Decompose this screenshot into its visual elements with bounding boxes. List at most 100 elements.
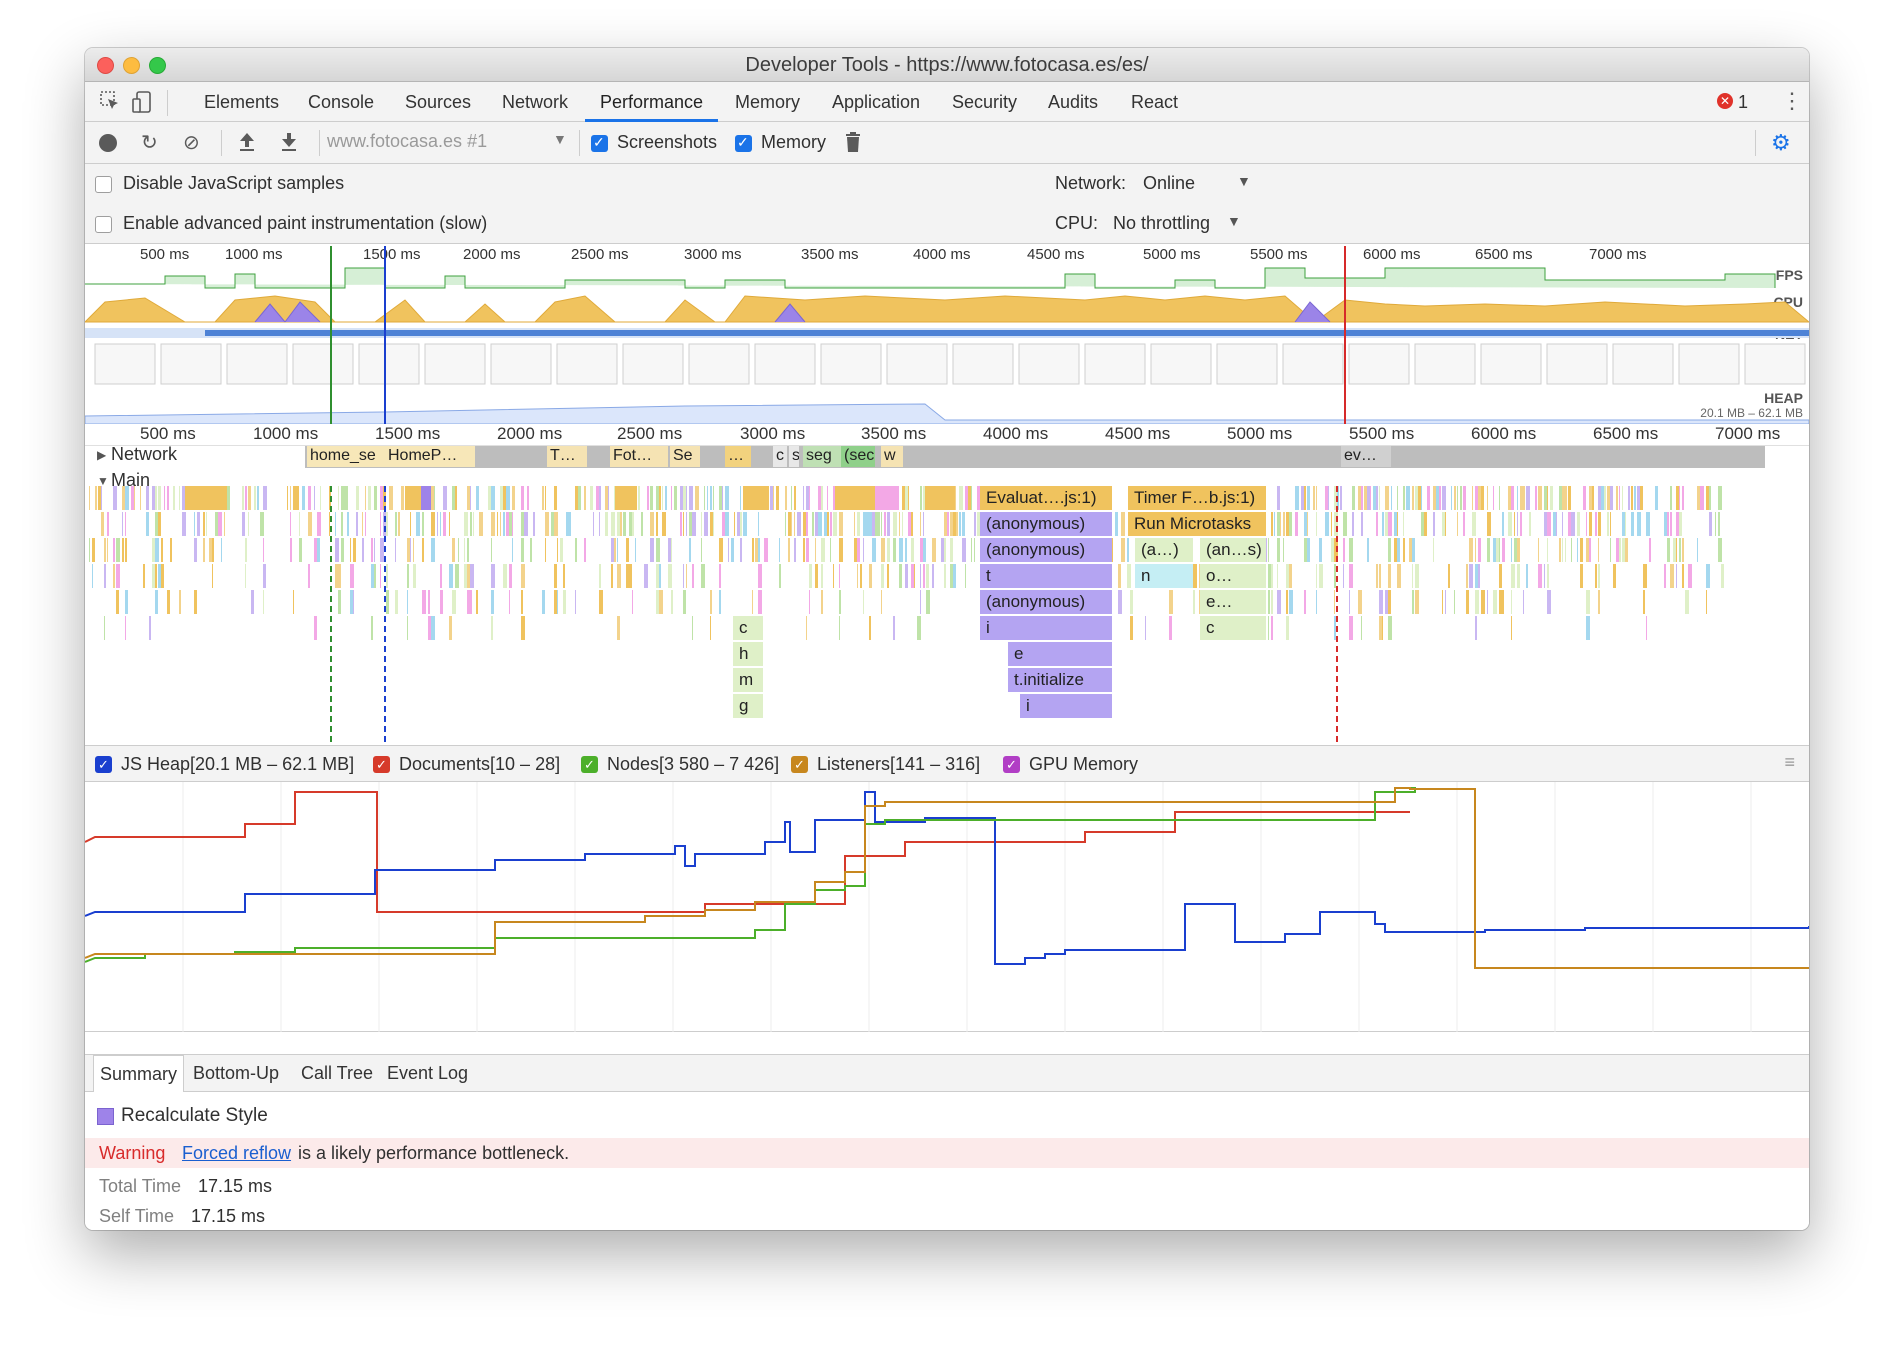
overview-tick-label: 7000 ms	[1589, 246, 1647, 263]
flame-chart-entry[interactable]: t	[980, 564, 1112, 588]
inspect-element-icon[interactable]	[99, 90, 121, 118]
flame-chart-entry[interactable]: (a…)	[1135, 538, 1193, 562]
flame-chart-entry[interactable]: e…	[1200, 590, 1266, 614]
close-window-button[interactable]	[97, 57, 114, 74]
flame-chart-entry[interactable]: t.initialize	[1008, 668, 1112, 692]
flame-chart-entry[interactable]: i	[980, 616, 1112, 640]
tab-performance[interactable]: Performance	[585, 82, 719, 122]
collect-garbage-icon[interactable]	[845, 131, 861, 159]
more-options-icon[interactable]: ⋮	[1781, 88, 1803, 113]
profile-select[interactable]: www.fotocasa.es #1	[327, 131, 488, 151]
overview-tick-label: 2000 ms	[463, 246, 521, 263]
warning-label: Warning	[99, 1143, 166, 1163]
tab-sources[interactable]: Sources	[405, 92, 472, 112]
cpu-throttling-label: CPU:	[1055, 213, 1099, 233]
main-track-label[interactable]: Main	[111, 470, 151, 490]
network-request-item[interactable]: c	[773, 446, 787, 467]
network-request-item[interactable]: ev…	[1341, 446, 1391, 467]
memory-counter-label: Listeners[141 – 316]	[817, 754, 981, 774]
network-throttling-select[interactable]: Online	[1143, 173, 1196, 193]
memory-counters-legend: ✓ JS Heap[20.1 MB – 62.1 MB] ✓ Documents[10…	[85, 746, 1809, 782]
ruler-tick-label: 6500 ms	[1593, 424, 1659, 443]
flame-chart-entry[interactable]: m	[733, 668, 763, 692]
flame-chart-entry[interactable]: Run Microtasks	[1128, 512, 1266, 536]
memory-counter-checkbox[interactable]: ✓	[791, 756, 808, 773]
separator	[221, 130, 222, 156]
flame-chart-entry[interactable]: n	[1135, 564, 1193, 588]
cpu-dropdown-icon[interactable]: ▼	[1227, 213, 1241, 229]
clear-icon[interactable]: ⊘	[183, 132, 200, 154]
flame-chart[interactable]: ▶ Network home_seHomeP…T…Fot…Se…csseg(se…	[85, 446, 1809, 746]
tab-audits[interactable]: Audits	[1048, 92, 1099, 112]
network-request-item[interactable]: Fot…	[610, 446, 668, 467]
error-icon[interactable]: ✕	[1717, 93, 1733, 109]
forced-reflow-link[interactable]: Forced reflow	[182, 1143, 292, 1163]
resize-handle-icon[interactable]: ≡	[1784, 752, 1795, 772]
advanced-paint-checkbox[interactable]	[95, 216, 112, 233]
network-request-item[interactable]: s	[789, 446, 799, 467]
memory-counter-checkbox[interactable]: ✓	[581, 756, 598, 773]
load-profile-icon[interactable]	[238, 131, 256, 159]
memory-counter-checkbox[interactable]: ✓	[1003, 756, 1020, 773]
flame-chart-entry[interactable]: (anonymous)	[980, 538, 1112, 562]
flame-chart-entry[interactable]: (anonymous)	[980, 590, 1112, 614]
flame-chart-entry[interactable]: Evaluat….js:1)	[980, 486, 1112, 510]
maximize-window-button[interactable]	[149, 57, 166, 74]
separator	[167, 90, 168, 116]
subtab-event-log[interactable]: Event Log	[387, 1063, 469, 1083]
network-request-item[interactable]: HomeP…	[385, 446, 475, 467]
network-request-item[interactable]: (sec	[841, 446, 875, 467]
network-request-item[interactable]: w	[881, 446, 903, 467]
network-track[interactable]	[305, 446, 1765, 468]
subtab-summary[interactable]: Summary	[93, 1055, 185, 1092]
flame-chart-entry[interactable]: i	[1020, 694, 1112, 718]
reload-icon[interactable]: ↻	[141, 132, 158, 154]
tab-react[interactable]: React	[1131, 92, 1179, 112]
minimize-window-button[interactable]	[123, 57, 140, 74]
flame-chart-entry[interactable]: Timer F…b.js:1)	[1128, 486, 1266, 510]
main-collapse-icon[interactable]: ▼	[97, 474, 109, 488]
profile-select-dropdown-icon[interactable]: ▼	[553, 131, 567, 147]
memory-counter-checkbox[interactable]: ✓	[95, 756, 112, 773]
flame-chart-entry[interactable]: (anonymous)	[980, 512, 1112, 536]
tab-network[interactable]: Network	[502, 92, 569, 112]
network-track-label[interactable]: Network	[111, 446, 178, 464]
tab-security[interactable]: Security	[952, 92, 1018, 112]
tab-memory[interactable]: Memory	[735, 92, 801, 112]
devtools-window: Developer Tools - https://www.fotocasa.e…	[85, 48, 1809, 1230]
network-request-item[interactable]: T…	[547, 446, 587, 467]
flame-chart-entry[interactable]: (an…s)	[1200, 538, 1266, 562]
flame-chart-entry[interactable]: c	[1200, 616, 1266, 640]
tab-application[interactable]: Application	[832, 92, 921, 112]
timeline-overview[interactable]: 500 ms 1000 ms 1500 ms 2000 ms 2500 ms 3000 m…	[85, 244, 1809, 424]
screenshots-checkbox[interactable]	[591, 134, 608, 152]
flame-chart-entry[interactable]: h	[733, 642, 763, 666]
save-profile-icon[interactable]	[280, 131, 298, 159]
tab-console[interactable]: Console	[308, 92, 375, 112]
tab-elements[interactable]: Elements	[204, 92, 280, 112]
memory-checkbox[interactable]	[735, 134, 752, 152]
subtab-bottom-up[interactable]: Bottom-Up	[193, 1063, 280, 1083]
flame-chart-entry[interactable]: o…	[1200, 564, 1266, 588]
cpu-throttling-select[interactable]: No throttling	[1113, 213, 1211, 233]
flame-chart-entry[interactable]: e	[1008, 642, 1112, 666]
capture-settings-gear-icon[interactable]: ⚙	[1771, 130, 1791, 155]
memory-label: Memory	[761, 132, 827, 152]
network-request-item[interactable]: home_se	[307, 446, 385, 467]
overview-tick-label: 5000 ms	[1143, 246, 1201, 263]
ruler-tick-label: 4000 ms	[983, 424, 1049, 443]
network-request-item[interactable]: Se	[670, 446, 700, 467]
error-count[interactable]: 1	[1738, 92, 1749, 112]
network-request-item[interactable]: seg	[803, 446, 841, 467]
disable-js-samples-checkbox[interactable]	[95, 176, 112, 193]
subtab-call-tree[interactable]: Call Tree	[301, 1063, 374, 1083]
flame-chart-entry[interactable]: g	[733, 694, 763, 718]
flame-chart-entry[interactable]: c	[733, 616, 763, 640]
network-expand-icon[interactable]: ▶	[97, 448, 107, 462]
network-dropdown-icon[interactable]: ▼	[1237, 173, 1251, 189]
overview-tick-label: 2500 ms	[571, 246, 629, 263]
memory-counter-checkbox[interactable]: ✓	[373, 756, 390, 773]
record-button[interactable]	[99, 134, 117, 152]
network-request-item[interactable]: …	[725, 446, 751, 467]
device-toolbar-icon[interactable]	[131, 90, 153, 120]
